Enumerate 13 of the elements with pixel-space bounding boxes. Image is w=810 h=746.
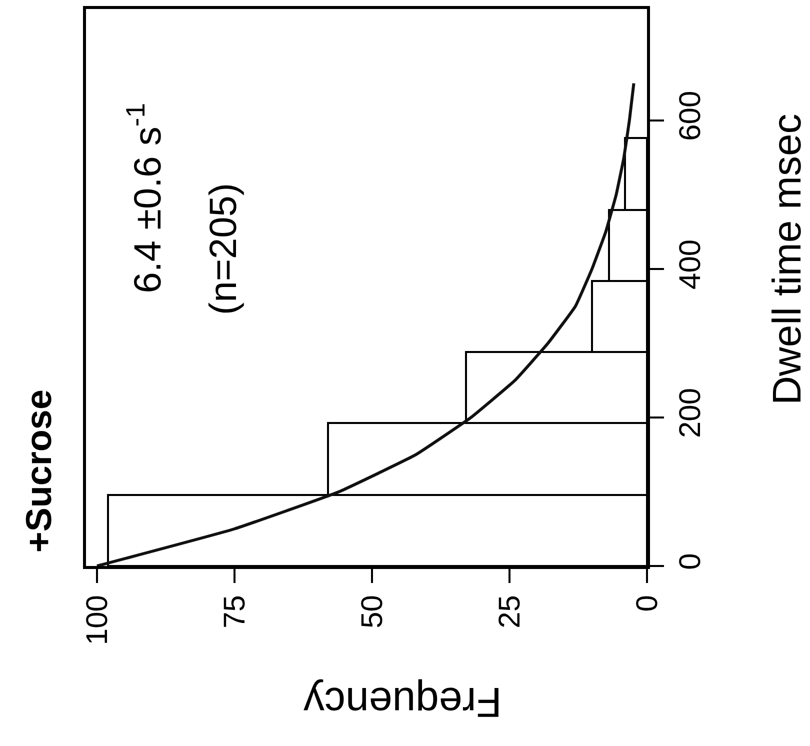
y-tick-label: 600 [674,90,707,141]
x-tick-label: 0 [630,595,664,612]
y-tick-label: 200 [674,388,707,438]
x-tick-label: 25 [493,595,526,628]
x-tick-label: 75 [218,595,252,628]
y-tick-label: 0 [674,553,707,570]
x-tick-label: 50 [356,595,389,628]
annotation: (n=205) [202,182,245,315]
x-axis-title: Frequency [303,678,502,726]
text: +Sucrose [18,390,60,553]
y-axis-title: Dwell time msec [766,114,810,405]
y-tick-label: 400 [674,239,707,290]
x-tick-label: 100 [80,595,114,646]
